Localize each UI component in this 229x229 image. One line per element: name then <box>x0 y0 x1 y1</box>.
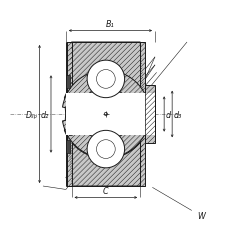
Polygon shape <box>139 43 144 186</box>
Text: W: W <box>152 188 204 220</box>
Polygon shape <box>65 141 70 153</box>
Polygon shape <box>144 88 154 141</box>
Polygon shape <box>64 43 147 159</box>
Polygon shape <box>62 71 149 110</box>
Text: S: S <box>69 128 74 137</box>
Text: d₃: d₃ <box>173 110 182 119</box>
Circle shape <box>87 131 124 168</box>
Text: C: C <box>103 186 108 195</box>
Text: d: d <box>165 110 170 119</box>
Polygon shape <box>64 70 147 186</box>
Circle shape <box>87 61 124 98</box>
Polygon shape <box>65 88 66 141</box>
Polygon shape <box>62 119 149 158</box>
Polygon shape <box>65 76 70 88</box>
Text: Dₛₚ: Dₛₚ <box>26 110 38 119</box>
Bar <box>65 94 154 135</box>
Polygon shape <box>66 43 71 186</box>
Polygon shape <box>144 85 154 144</box>
Text: d₂: d₂ <box>41 110 49 119</box>
Text: B₁: B₁ <box>106 20 114 29</box>
Text: B: B <box>102 86 108 95</box>
